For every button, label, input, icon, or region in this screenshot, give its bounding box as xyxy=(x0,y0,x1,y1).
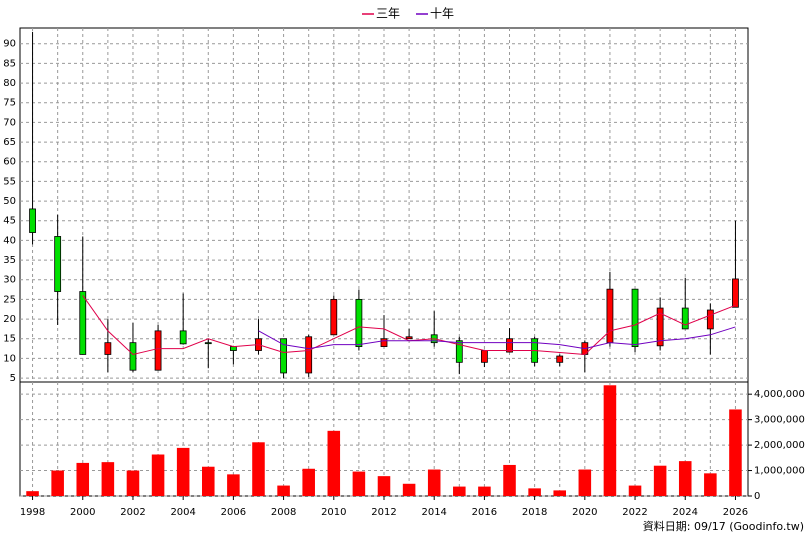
y-tick-label: 15 xyxy=(3,334,16,345)
volume-bar xyxy=(352,471,366,496)
footer: 資料日期: 09/17 (Goodinfo.tw) xyxy=(643,519,804,533)
candle-body xyxy=(681,307,689,330)
candle-body xyxy=(706,309,714,330)
volume-bar xyxy=(227,474,240,496)
y-tick-label: 70 xyxy=(3,117,16,128)
candle-body xyxy=(204,342,212,345)
x-tick-label: 2004 xyxy=(170,507,195,518)
candle-body xyxy=(380,338,388,348)
volume-bar xyxy=(402,483,416,496)
y-tick-label: 90 xyxy=(3,39,16,50)
candle-body xyxy=(54,236,62,292)
candle-body xyxy=(656,307,664,347)
candle-body xyxy=(556,355,564,363)
y-tick-label: 45 xyxy=(3,216,16,227)
y-tick-label: 35 xyxy=(3,255,16,266)
y-tick-label: 40 xyxy=(3,235,16,246)
y-tick-label: 60 xyxy=(3,157,16,168)
y-tick-label: 50 xyxy=(3,196,16,207)
volume-bar xyxy=(51,470,64,496)
volume-bar xyxy=(704,473,717,496)
volume-bar xyxy=(327,430,341,496)
volume-bar xyxy=(151,454,165,496)
x-tick-label: 2006 xyxy=(221,507,246,518)
volume-bar xyxy=(478,486,491,496)
y-tick-label: 30 xyxy=(3,275,16,286)
volume-bar xyxy=(578,469,592,496)
candle-body xyxy=(179,330,187,345)
volume-bar xyxy=(553,490,566,496)
candle-body xyxy=(104,342,112,355)
volume-bar xyxy=(277,485,290,496)
candle-body xyxy=(154,330,162,371)
volume-bar xyxy=(603,385,617,496)
legend-label: 三年 xyxy=(376,7,400,21)
candle-body xyxy=(29,208,36,233)
x-tick-label: 2026 xyxy=(723,507,748,518)
x-tick-label: 2008 xyxy=(271,507,296,518)
volume-bar xyxy=(427,469,441,496)
y2-tick-label: 0 xyxy=(754,491,760,502)
y2-tick-label: 1,000,000 xyxy=(754,466,805,477)
volume-bar xyxy=(252,442,265,496)
y-tick-label: 25 xyxy=(3,294,16,305)
y-tick-label: 65 xyxy=(3,137,16,148)
volume-bar xyxy=(653,465,667,496)
x-tick-label: 2000 xyxy=(70,507,95,518)
x-tick-label: 2016 xyxy=(472,507,497,518)
legend-label: 十年 xyxy=(430,7,454,21)
x-tick-label: 2018 xyxy=(522,507,547,518)
volume-bar xyxy=(202,466,215,496)
candle-body xyxy=(355,298,363,347)
candle-body xyxy=(732,278,739,308)
volume-bar xyxy=(453,486,466,496)
y-tick-label: 20 xyxy=(3,314,16,325)
candle-body xyxy=(481,350,488,363)
candle-body xyxy=(305,336,313,374)
y-tick-label: 5 xyxy=(10,373,16,384)
volume-bar xyxy=(678,461,692,496)
volume-bar xyxy=(729,409,742,496)
candle-body xyxy=(229,346,237,351)
volume-bar xyxy=(101,462,115,496)
y2-tick-label: 2,000,000 xyxy=(754,440,805,451)
x-tick-label: 2024 xyxy=(673,507,698,518)
x-tick-label: 2022 xyxy=(622,507,647,518)
line-series xyxy=(258,326,736,350)
candle-body xyxy=(631,288,639,348)
x-tick-label: 2002 xyxy=(120,507,145,518)
y-tick-label: 10 xyxy=(3,353,16,364)
candle-body xyxy=(455,340,463,363)
volume-bar xyxy=(503,464,516,496)
x-tick-label: 2010 xyxy=(321,507,346,518)
candle-body xyxy=(79,291,87,355)
y-tick-label: 80 xyxy=(3,78,16,89)
y-tick-label: 75 xyxy=(3,98,16,109)
x-tick-label: 2014 xyxy=(421,507,446,518)
volume-bar xyxy=(528,488,541,496)
candle-body xyxy=(280,338,287,374)
volume-bar xyxy=(377,476,391,496)
volume-bar xyxy=(302,468,315,496)
y-tick-label: 55 xyxy=(3,176,16,187)
candle-body xyxy=(330,298,338,336)
candle-body xyxy=(129,342,137,371)
x-tick-label: 2020 xyxy=(572,507,597,518)
y2-tick-label: 3,000,000 xyxy=(754,415,805,426)
volume-bar xyxy=(76,462,90,496)
x-tick-label: 1998 xyxy=(20,507,45,518)
y-tick-label: 85 xyxy=(3,58,16,69)
volume-bar xyxy=(26,491,39,496)
candle-body xyxy=(506,338,513,353)
x-tick-label: 2012 xyxy=(371,507,396,518)
volume-bar xyxy=(126,470,140,496)
y2-tick-label: 4,000,000 xyxy=(754,389,805,400)
candle-body xyxy=(405,336,413,340)
volume-bar xyxy=(628,485,642,496)
candle-body xyxy=(606,288,614,344)
volume-bar xyxy=(176,447,190,496)
